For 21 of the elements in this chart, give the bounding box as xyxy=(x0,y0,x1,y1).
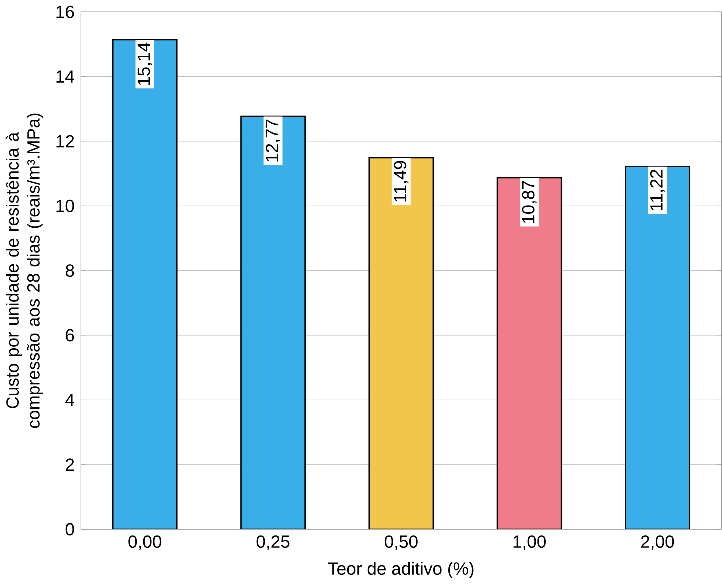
y-tick-label: 16 xyxy=(56,6,74,18)
data-label: 15,14 xyxy=(138,42,152,85)
y-tick-label: 12 xyxy=(56,135,74,148)
x-tick-label: 1,00 xyxy=(514,535,546,550)
y-tick-label: 14 xyxy=(56,70,74,83)
data-label: 12,77 xyxy=(266,120,281,162)
y-tick-label: 2 xyxy=(66,458,74,471)
x-tick-label: 0,50 xyxy=(384,535,418,550)
x-tick-label: 0,25 xyxy=(256,535,290,550)
x-axis-title: Teor de aditivo (%) xyxy=(328,562,474,578)
x-tick-label: 0,00 xyxy=(128,535,162,550)
data-label: 11,22 xyxy=(650,170,665,210)
y-tick-label: 6 xyxy=(66,329,74,342)
y-tick-label: 0 xyxy=(66,523,74,536)
y-tick-label: 4 xyxy=(66,394,74,406)
data-label: 10,87 xyxy=(522,181,537,223)
x-tick-label: 2,00 xyxy=(641,535,674,550)
data-label: 11,49 xyxy=(394,161,409,202)
y-tick-label: 10 xyxy=(56,200,74,212)
y-axis-title: Custo por unidade de resistência à compressão aos 28 dias (reais/m³.MPa) xyxy=(6,114,44,428)
y-tick-label: 8 xyxy=(66,264,74,277)
